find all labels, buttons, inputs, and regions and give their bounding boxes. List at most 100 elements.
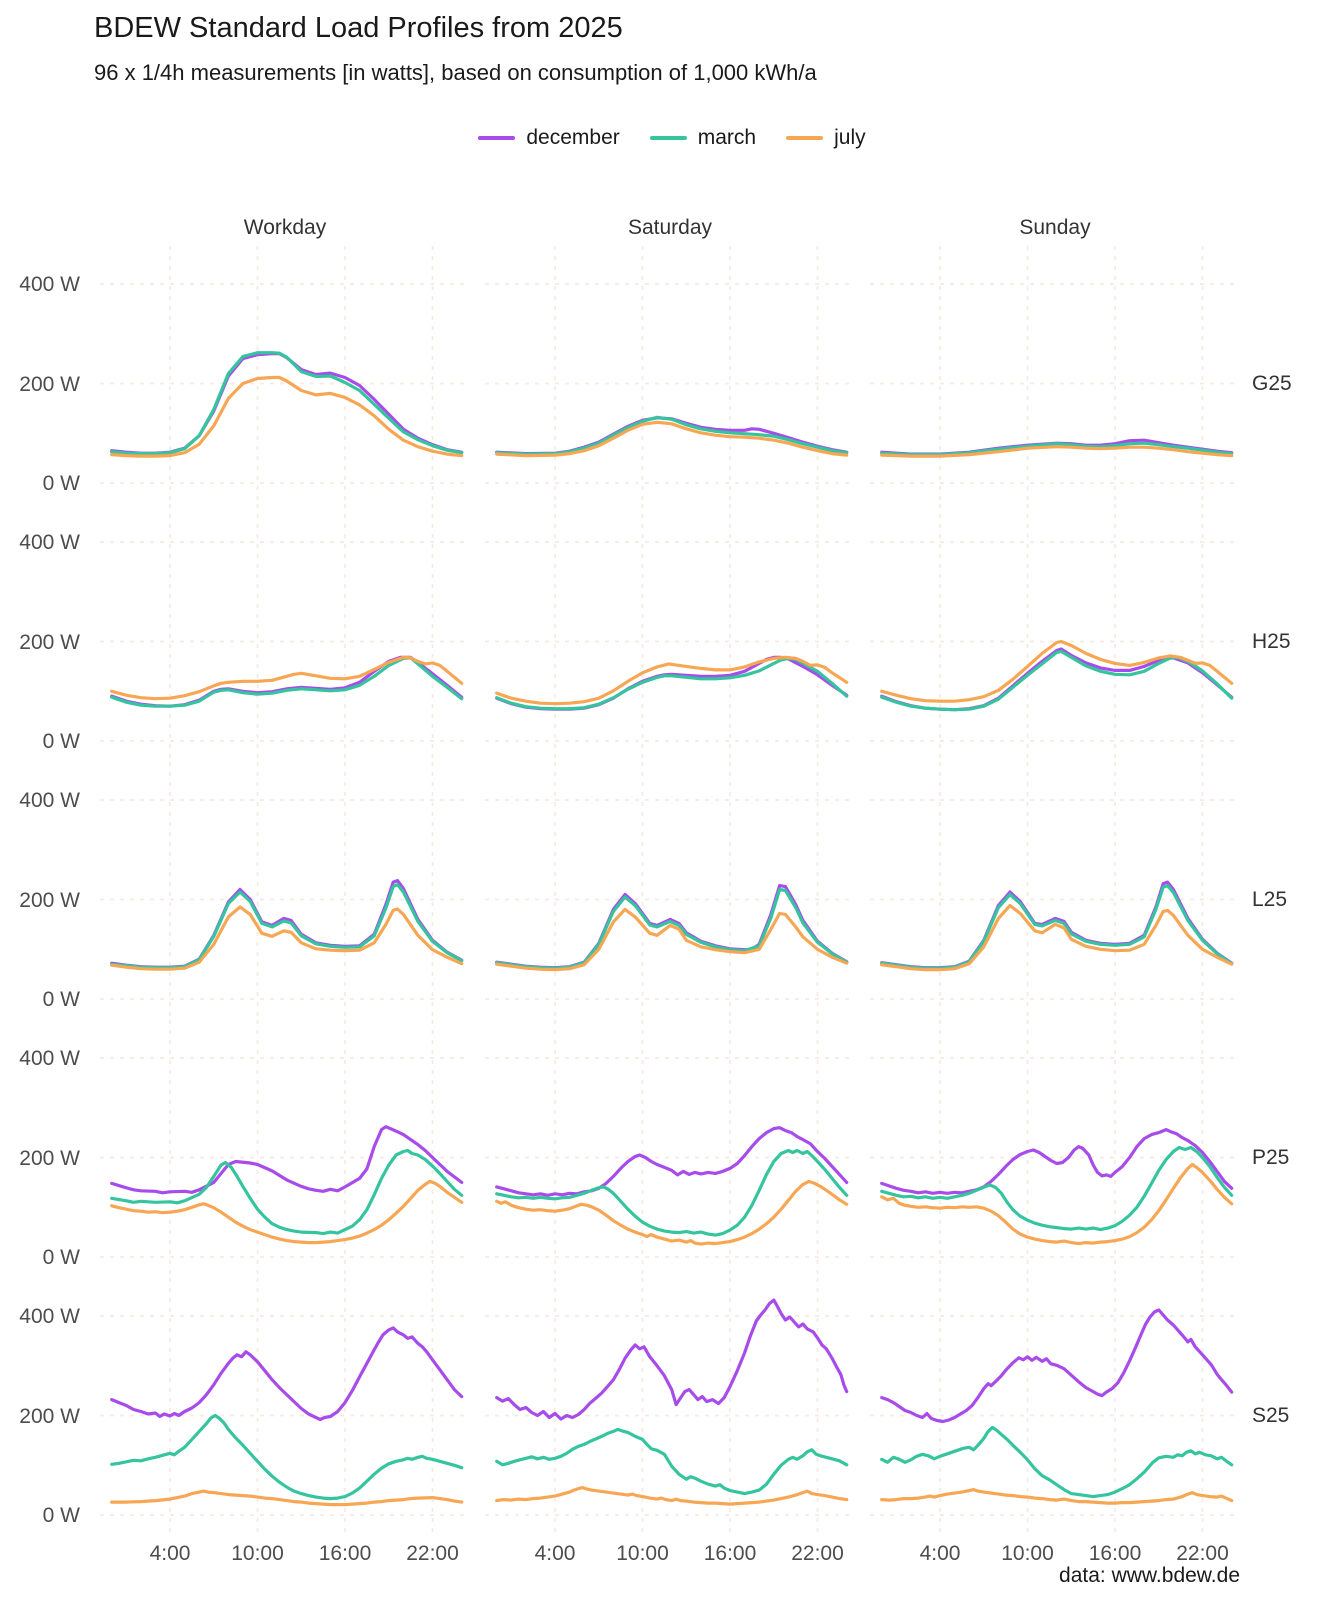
- y-tick-label: 0 W: [42, 1504, 80, 1527]
- line-g25-workday-december: [110, 352, 464, 455]
- y-tick-label: 400 W: [19, 1305, 80, 1328]
- line-l25-workday-july: [110, 905, 464, 971]
- y-tick-label: 0 W: [42, 1246, 80, 1269]
- y-tick-label: 200 W: [19, 372, 80, 396]
- facet-row-label-text: H25: [1252, 630, 1291, 653]
- x-tick-label: 16:00: [1088, 1542, 1142, 1565]
- facet-row-label-text: G25: [1252, 372, 1292, 395]
- legend-item-march: march: [649, 126, 757, 150]
- line-p25-workday-july: [110, 1179, 464, 1245]
- x-axis-sunday: 4:00 10:00 16:00 22:00: [870, 1536, 1240, 1576]
- panel-l25-sunday: [870, 762, 1240, 1020]
- legend: december march july: [0, 126, 1344, 150]
- y-axis-p25: 400 W 200 W 0 W: [0, 1020, 100, 1278]
- y-tick-label: 0 W: [42, 988, 80, 1011]
- panel-p25-saturday: [485, 1020, 855, 1278]
- panel-g25-workday: [100, 246, 470, 504]
- x-tick-label: 10:00: [1001, 1542, 1054, 1565]
- line-g25-saturday-july: [495, 420, 849, 458]
- page-subtitle: 96 x 1/4h measurements [in watts], based…: [94, 60, 817, 85]
- line-s25-saturday-december: [495, 1298, 849, 1421]
- legend-label-july: july: [834, 126, 866, 149]
- line-l25-saturday-july: [495, 907, 849, 972]
- line-s25-saturday-july: [495, 1486, 849, 1506]
- y-tick-label: 400 W: [19, 789, 80, 812]
- line-p25-saturday-march: [495, 1148, 849, 1237]
- y-tick-label: 200 W: [19, 1404, 80, 1428]
- legend-label-december: december: [526, 126, 620, 149]
- y-axis-h25: 400 W 200 W 0 W: [0, 504, 100, 762]
- line-g25-saturday-march: [495, 415, 849, 456]
- x-tick-label: 22:00: [406, 1542, 459, 1565]
- facet-row-label-g25: G25: [1240, 246, 1344, 504]
- line-p25-workday-december: [110, 1125, 464, 1195]
- line-p25-sunday-march: [880, 1145, 1234, 1232]
- facet-row-label-text: L25: [1252, 888, 1288, 911]
- facet-col-label-workday: Workday: [243, 216, 327, 239]
- line-s25-workday-december: [110, 1326, 464, 1422]
- panel-h25-saturday: [485, 504, 855, 762]
- line-s25-sunday-march: [880, 1425, 1234, 1499]
- line-p25-workday-march: [110, 1148, 464, 1236]
- line-s25-workday-july: [110, 1489, 464, 1507]
- facet-grid: Workday Saturday Sunday 400 W 200 W 0 W G25 400…: [0, 210, 1344, 1576]
- line-s25-sunday-december: [880, 1308, 1234, 1424]
- legend-label-march: march: [697, 126, 757, 149]
- line-s25-saturday-march: [495, 1427, 849, 1496]
- panel-l25-saturday: [485, 762, 855, 1020]
- y-tick-label: 0 W: [42, 730, 80, 753]
- y-axis-l25: 400 W 200 W 0 W: [0, 762, 100, 1020]
- x-tick-label: 22:00: [791, 1542, 844, 1565]
- caption: data: www.bdew.de: [1059, 1564, 1240, 1587]
- facet-row-label-text: S25: [1252, 1404, 1290, 1427]
- facet-col-label-sunday: Sunday: [1019, 216, 1091, 239]
- line-l25-workday-march: [110, 882, 464, 970]
- line-s25-workday-march: [110, 1413, 464, 1501]
- y-axis-s25: 400 W 200 W 0 W: [0, 1278, 100, 1536]
- x-tick-label: 16:00: [318, 1542, 372, 1565]
- legend-swatch-december: [478, 136, 516, 140]
- line-s25-sunday-july: [880, 1488, 1234, 1505]
- line-p25-sunday-july: [880, 1162, 1234, 1246]
- y-tick-label: 400 W: [19, 531, 80, 554]
- legend-item-july: july: [786, 126, 866, 150]
- facet-row-label-s25: S25: [1240, 1278, 1344, 1536]
- panel-s25-sunday: [870, 1278, 1240, 1536]
- legend-swatch-july: [786, 136, 824, 140]
- facet-row-label-l25: L25: [1240, 762, 1344, 1020]
- panel-p25-sunday: [870, 1020, 1240, 1278]
- panel-p25-workday: [100, 1020, 470, 1278]
- x-tick-label: 10:00: [616, 1542, 669, 1565]
- line-p25-saturday-december: [495, 1126, 849, 1197]
- line-g25-sunday-march: [880, 441, 1234, 457]
- panel-g25-saturday: [485, 246, 855, 504]
- line-h25-saturday-july: [495, 655, 849, 706]
- x-tick-label: 4:00: [919, 1542, 961, 1565]
- panel-s25-saturday: [485, 1278, 855, 1536]
- legend-swatch-march: [649, 136, 687, 140]
- legend-item-december: december: [478, 126, 620, 150]
- facet-row-label-p25: P25: [1240, 1020, 1344, 1278]
- line-l25-sunday-july: [880, 903, 1234, 972]
- line-h25-saturday-march: [495, 656, 849, 711]
- y-tick-label: 200 W: [19, 1146, 80, 1170]
- line-g25-workday-march: [110, 351, 464, 456]
- y-tick-label: 200 W: [19, 630, 80, 654]
- line-p25-sunday-december: [880, 1127, 1234, 1195]
- x-tick-label: 4:00: [534, 1542, 576, 1565]
- x-tick-label: 22:00: [1176, 1542, 1229, 1565]
- panel-s25-workday: [100, 1278, 470, 1536]
- line-g25-sunday-july: [880, 445, 1234, 458]
- x-tick-label: 10:00: [231, 1542, 284, 1565]
- line-g25-workday-july: [110, 375, 464, 458]
- y-tick-label: 200 W: [19, 888, 80, 912]
- x-tick-label: 16:00: [703, 1542, 757, 1565]
- y-tick-label: 0 W: [42, 472, 80, 495]
- x-tick-label: 4:00: [149, 1542, 191, 1565]
- panel-h25-workday: [100, 504, 470, 762]
- line-h25-workday-july: [110, 655, 464, 701]
- line-h25-sunday-july: [880, 639, 1234, 703]
- panel-g25-sunday: [870, 246, 1240, 504]
- y-tick-label: 400 W: [19, 1047, 80, 1070]
